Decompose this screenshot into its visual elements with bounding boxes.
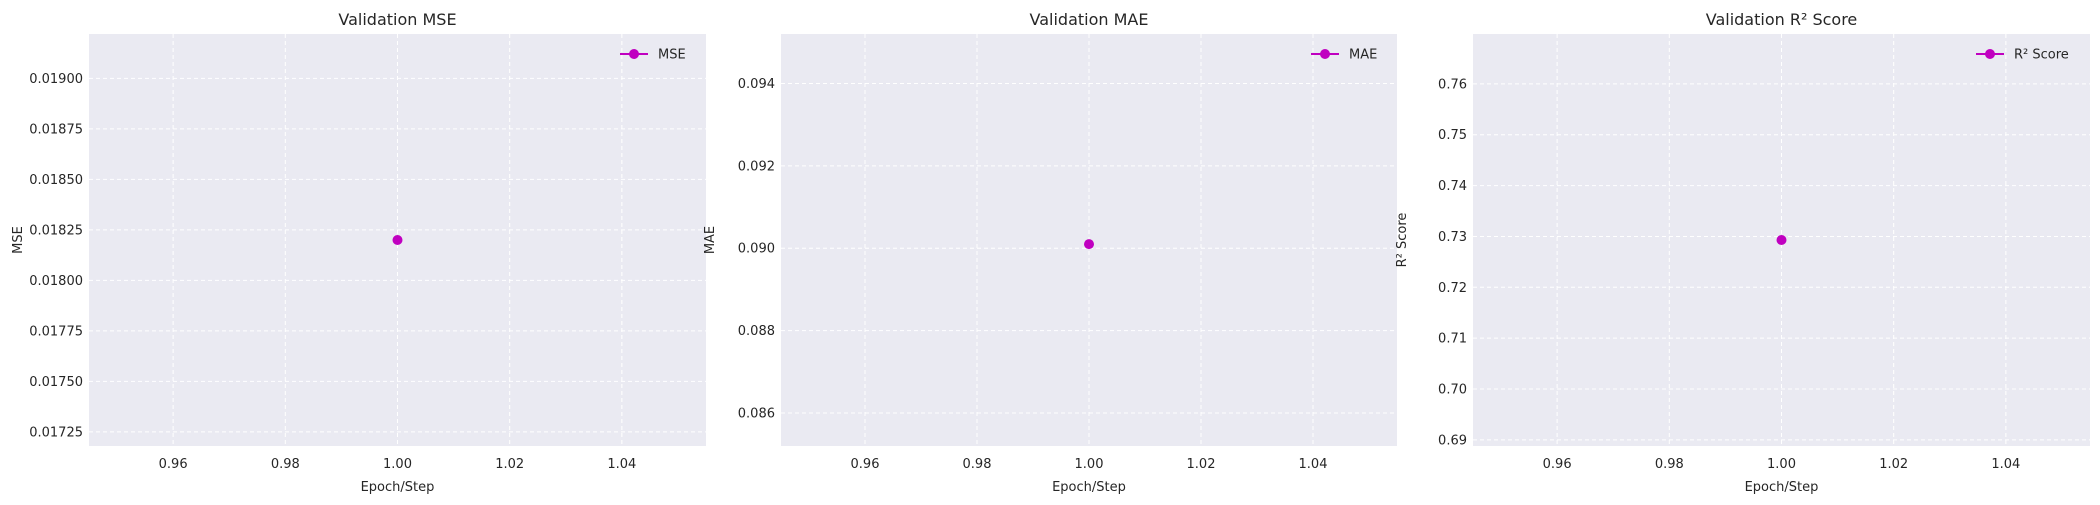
chart-panel-2: 0.96 0.98 1.00 1.02 1.04 0.086 0.088 0.090 0.092… <box>703 10 1397 495</box>
y-tick-label: 0.01800 <box>29 274 83 289</box>
legend-label: R² Score <box>2014 48 2069 63</box>
y-tick-label: 0.088 <box>738 324 775 339</box>
y-tick-label: 0.094 <box>738 77 775 92</box>
x-tick-label: 0.96 <box>159 457 188 472</box>
y-tick-label: 0.01775 <box>29 324 83 339</box>
y-axis-label: R² Score <box>1395 213 1410 268</box>
y-tick-label: 0.01900 <box>29 72 83 87</box>
data-point <box>392 235 403 245</box>
chart-title: Validation MSE <box>338 10 456 29</box>
x-tick-label: 1.04 <box>1299 457 1328 472</box>
x-tick-label: 1.04 <box>607 457 636 472</box>
y-tick-label: 0.090 <box>738 242 775 257</box>
x-tick-label: 0.96 <box>851 457 880 472</box>
x-tick-label: 0.98 <box>963 457 992 472</box>
x-tick-label: 1.02 <box>1879 457 1908 472</box>
y-tick-label: 0.086 <box>738 407 775 422</box>
legend-marker <box>1985 49 1995 59</box>
data-point <box>1084 239 1094 250</box>
x-axis-label: Epoch/Step <box>1745 480 1819 495</box>
legend: MSE <box>620 48 686 63</box>
x-axis-label: Epoch/Step <box>1052 480 1126 495</box>
x-tick-label: 1.00 <box>1767 457 1796 472</box>
y-axis-label: MSE <box>11 226 26 254</box>
y-tick-label: 0.01825 <box>29 223 83 238</box>
y-axis-label: MAE <box>703 226 718 254</box>
y-tick-label: 0.70 <box>1438 383 1467 398</box>
x-tick-label: 1.04 <box>1991 457 2020 472</box>
y-tick-label: 0.092 <box>738 159 775 174</box>
y-tick-label: 0.72 <box>1438 281 1467 296</box>
x-tick-label: 0.98 <box>1655 457 1684 472</box>
y-tick-label: 0.69 <box>1438 433 1467 448</box>
x-tick-label: 0.96 <box>1543 457 1572 472</box>
y-tick-label: 0.75 <box>1438 128 1467 143</box>
y-tick-label: 0.74 <box>1438 179 1467 194</box>
y-tick-label: 0.01850 <box>29 173 83 188</box>
y-tick-label: 0.73 <box>1438 230 1467 245</box>
y-tick-label: 0.76 <box>1438 77 1467 92</box>
legend: MAE <box>1311 48 1377 63</box>
legend-marker <box>1320 49 1330 59</box>
legend-marker <box>629 49 639 59</box>
x-axis-label: Epoch/Step <box>361 480 435 495</box>
x-tick-label: 0.98 <box>271 457 300 472</box>
x-tick-label: 1.00 <box>383 457 412 472</box>
legend-label: MAE <box>1349 48 1377 63</box>
x-tick-label: 1.02 <box>1187 457 1216 472</box>
legend-label: MSE <box>658 48 686 63</box>
data-point <box>1776 235 1787 245</box>
y-tick-label: 0.01750 <box>29 375 83 390</box>
x-tick-label: 1.00 <box>1075 457 1104 472</box>
x-tick-label: 1.02 <box>495 457 524 472</box>
chart-title: Validation MAE <box>1030 10 1149 29</box>
y-tick-label: 0.01725 <box>29 425 83 440</box>
chart-title: Validation R² Score <box>1706 10 1858 29</box>
chart-panel-1: 0.96 0.98 1.00 1.02 1.04 0.01725 0.01750 0.0177… <box>11 10 706 495</box>
legend: R² Score <box>1976 48 2069 63</box>
y-tick-label: 0.71 <box>1438 332 1467 347</box>
chart-panel-3: 0.96 0.98 1.00 1.02 1.04 0.69 0.70 0.71 0.72 0.73… <box>1395 10 2090 495</box>
y-tick-label: 0.01875 <box>29 122 83 137</box>
